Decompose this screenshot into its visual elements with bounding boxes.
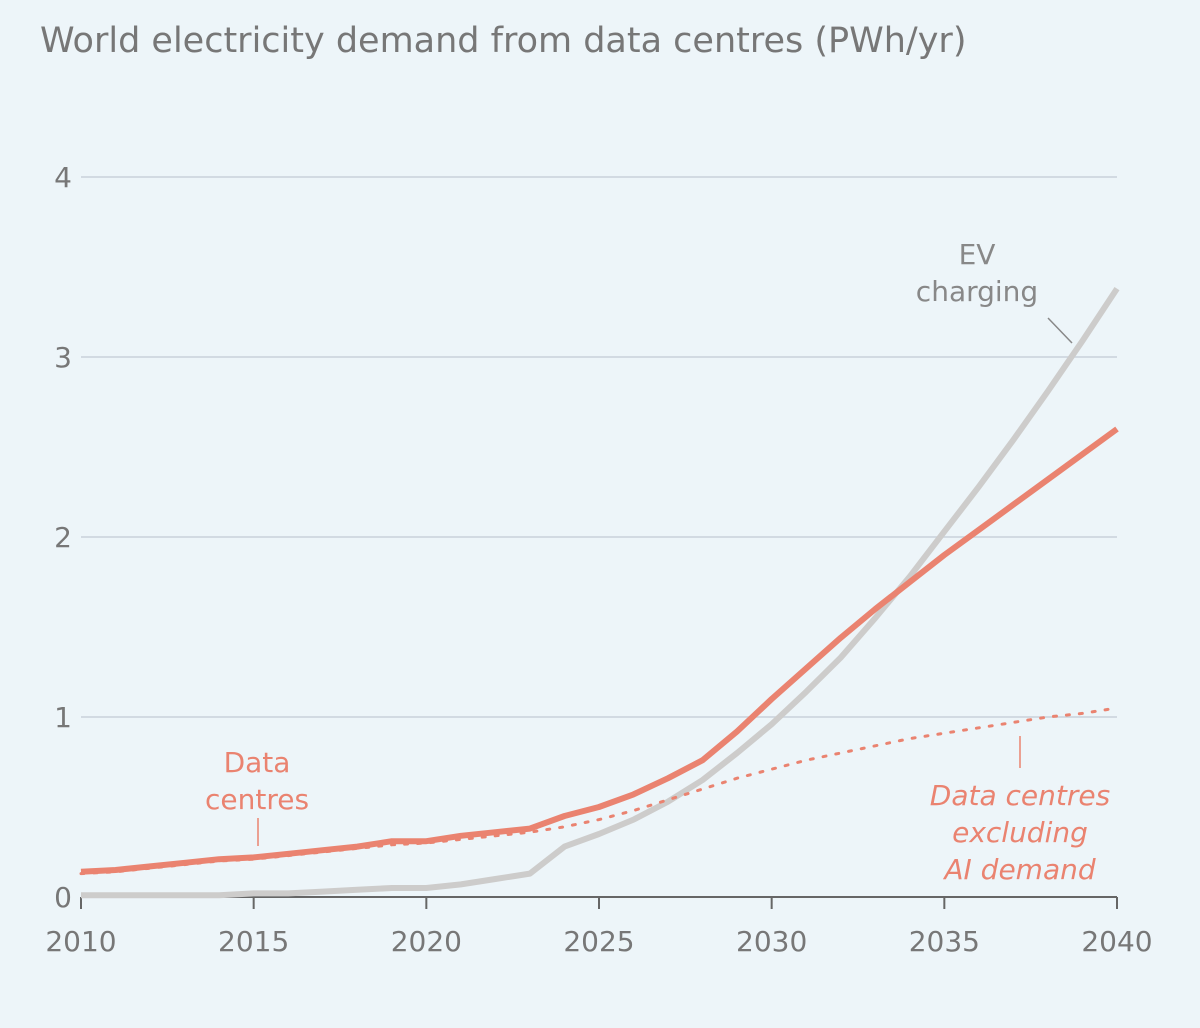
chart-title: World electricity demand from data centr… <box>40 21 966 61</box>
annotation: charging <box>916 275 1038 308</box>
annotation: Data centres <box>930 779 1110 812</box>
x-tick-label: 2035 <box>909 925 980 958</box>
y-tick-label: 2 <box>54 521 72 554</box>
line <box>80 426 1119 875</box>
annotation-leader <box>1047 317 1073 344</box>
annotation: EV <box>959 238 996 271</box>
x-tick-label: 2015 <box>218 925 289 958</box>
line <box>81 286 1120 899</box>
x-tick-label: 2025 <box>563 925 634 958</box>
annotation: Data <box>224 746 291 779</box>
x-tick-label: 2030 <box>736 925 807 958</box>
x-tick-label: 2040 <box>1081 925 1152 958</box>
y-tick-label: 1 <box>54 701 72 734</box>
annotation: AI demand <box>942 853 1095 886</box>
x-tick-label: 2020 <box>391 925 462 958</box>
y-tick-label: 0 <box>54 881 72 914</box>
y-tick-label: 3 <box>54 341 72 374</box>
annotation: excluding <box>952 816 1088 849</box>
x-tick-label: 2010 <box>45 925 116 958</box>
annotation: centres <box>205 783 309 816</box>
y-tick-label: 4 <box>54 161 72 194</box>
